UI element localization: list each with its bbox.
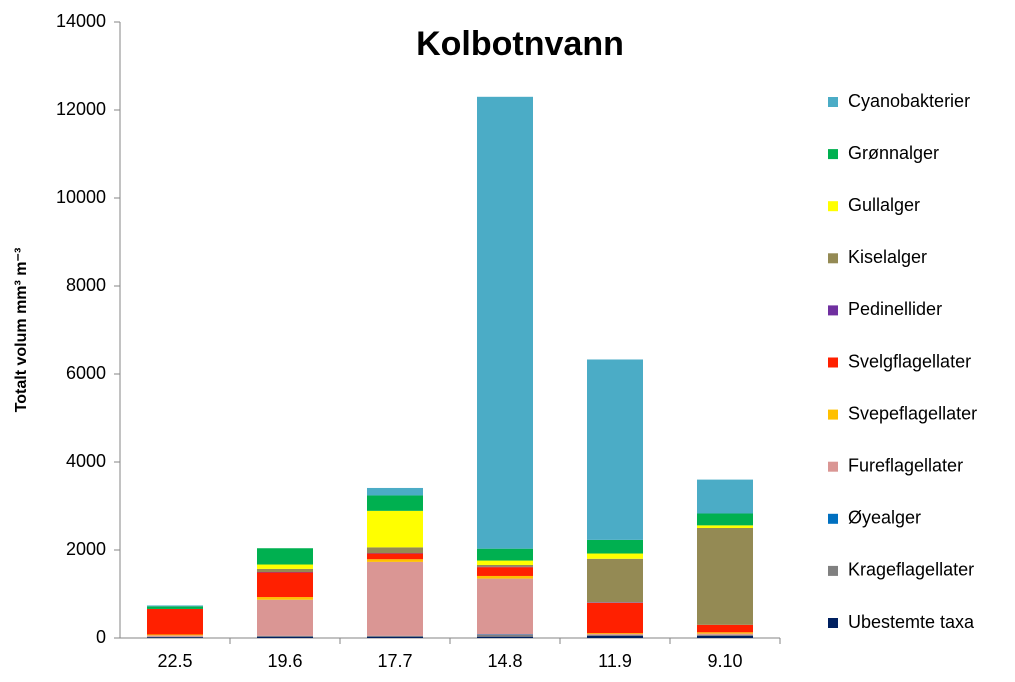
bar-segment — [257, 597, 313, 600]
y-tick-label: 6000 — [66, 363, 106, 383]
x-tick-label: 14.8 — [487, 651, 522, 671]
legend-swatch — [828, 201, 838, 212]
bar-segment — [587, 634, 643, 636]
bar-segment — [367, 495, 423, 511]
legend-label: Fureflagellater — [848, 455, 963, 475]
y-tick-label: 8000 — [66, 275, 106, 295]
bar-segment — [697, 633, 753, 635]
bar-segment — [477, 634, 533, 637]
legend-label: Gullalger — [848, 195, 920, 215]
legend-swatch — [828, 461, 838, 472]
bar-segment — [697, 513, 753, 526]
bar-segment — [257, 548, 313, 565]
bar-segment — [477, 567, 533, 576]
bar-segment — [587, 553, 643, 559]
bar-segment — [697, 528, 753, 625]
bar-segment — [477, 560, 533, 565]
bar-segment — [697, 479, 753, 514]
bar-segment — [367, 487, 423, 496]
legend-swatch — [828, 149, 838, 160]
legend-label: Øyealger — [848, 508, 921, 528]
y-tick-label: 4000 — [66, 451, 106, 471]
bar-segment — [257, 564, 313, 569]
bar-segment — [477, 564, 533, 567]
x-tick-label: 9.10 — [707, 651, 742, 671]
legend-label: Svelgflagellater — [848, 351, 971, 371]
bar-segment — [697, 525, 753, 528]
bar-segment — [587, 633, 643, 635]
legend-swatch — [828, 253, 838, 264]
chart-title: Kolbotnvann — [416, 25, 624, 63]
bar-segment — [257, 568, 313, 572]
x-tick-label: 19.6 — [267, 651, 302, 671]
bar-segment — [367, 636, 423, 638]
bar-segment — [147, 634, 203, 636]
y-tick-label: 14000 — [56, 11, 106, 31]
bar-segment — [587, 634, 643, 635]
bar-segment — [367, 559, 423, 562]
bar-segment — [147, 635, 203, 637]
bar-segment — [477, 575, 533, 579]
bar-segment — [257, 635, 313, 637]
legend-swatch — [828, 357, 838, 368]
bar-segment — [587, 539, 643, 554]
y-tick-label: 2000 — [66, 539, 106, 559]
bar-segment — [697, 635, 753, 638]
legend-swatch — [828, 513, 838, 524]
bar-segment — [697, 624, 753, 633]
legend-label: Pedinellider — [848, 299, 942, 319]
bar-segment — [477, 96, 533, 549]
bar-segment — [587, 359, 643, 540]
legend-swatch — [828, 409, 838, 420]
legend-label: Krageflagellater — [848, 560, 974, 580]
legend-swatch — [828, 565, 838, 576]
bar-segment — [587, 558, 643, 603]
legend-swatch — [828, 97, 838, 107]
y-tick-label: 0 — [96, 627, 106, 647]
bar-segment — [367, 635, 423, 637]
legend-label: Svepeflagellater — [848, 403, 977, 423]
legend-swatch — [828, 305, 838, 316]
legend-label: Cyanobakterier — [848, 91, 970, 111]
bar-segment — [697, 634, 753, 636]
legend-label: Grønnalger — [848, 143, 939, 163]
y-tick-label: 12000 — [56, 99, 106, 119]
bar-segment — [367, 561, 423, 636]
bar-segment — [367, 510, 423, 548]
bar-segment — [147, 608, 203, 635]
bar-segment — [257, 599, 313, 636]
x-tick-label: 11.9 — [598, 651, 632, 671]
bar-segment — [257, 572, 313, 598]
bar-segment — [367, 547, 423, 554]
legend-swatch — [828, 618, 838, 628]
bar-segment — [477, 548, 533, 561]
bar-segment — [697, 632, 753, 634]
bar-segment — [587, 602, 643, 634]
bar-segment — [367, 553, 423, 560]
bar-segment — [147, 606, 203, 609]
bar-segment — [587, 635, 643, 638]
bar-segment — [147, 605, 203, 607]
y-tick-label: 10000 — [56, 187, 106, 207]
bar-segment — [477, 578, 533, 635]
bar-segment — [257, 636, 313, 638]
legend-label: Ubestemte taxa — [848, 612, 975, 632]
y-axis-label: Totalt volum mm³ m⁻³ — [13, 248, 30, 413]
legend-label: Kiselalger — [848, 247, 927, 267]
x-tick-label: 22.5 — [157, 651, 192, 671]
bar-segment — [147, 637, 203, 638]
x-tick-label: 17.7 — [377, 651, 412, 671]
bar-segment — [477, 636, 533, 638]
